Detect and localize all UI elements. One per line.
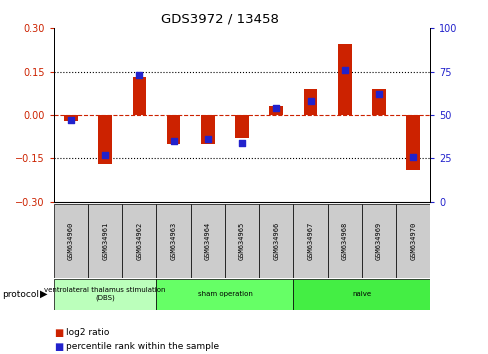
Point (408, 154, 416, 160)
Bar (361, 204, 395, 278)
Text: GSM634967: GSM634967 (307, 222, 313, 260)
Text: ventrolateral thalamus stimulation
(DBS): ventrolateral thalamus stimulation (DBS) (44, 287, 165, 301)
Text: GSM634968: GSM634968 (341, 222, 347, 260)
Text: percentile rank within the sample: percentile rank within the sample (66, 342, 219, 352)
Bar (64, 115, 78, 121)
Bar (406, 115, 419, 170)
Text: GSM634969: GSM634969 (375, 222, 381, 260)
Text: GSM634970: GSM634970 (409, 222, 415, 260)
Text: ■: ■ (54, 342, 63, 352)
Bar (327, 204, 361, 278)
Bar (98, 115, 112, 164)
Text: naive: naive (351, 291, 371, 297)
Text: GDS3972 / 13458: GDS3972 / 13458 (161, 12, 279, 25)
Bar (303, 89, 317, 115)
Text: GSM634960: GSM634960 (68, 222, 74, 260)
Text: ■: ■ (54, 328, 63, 338)
Point (67, 118, 75, 123)
Bar (395, 204, 429, 278)
Bar (156, 279, 293, 310)
Bar (156, 204, 190, 278)
Point (306, 98, 314, 104)
Point (238, 140, 245, 145)
Bar (166, 115, 180, 144)
Point (374, 91, 382, 97)
Bar (293, 279, 429, 310)
Bar (190, 204, 224, 278)
Text: ▶: ▶ (40, 289, 47, 299)
Text: GSM634965: GSM634965 (239, 222, 244, 260)
Text: GSM634962: GSM634962 (136, 222, 142, 260)
Bar (371, 89, 385, 115)
Point (340, 67, 348, 73)
Bar (259, 204, 293, 278)
Point (101, 152, 109, 158)
Point (169, 138, 177, 144)
Bar (235, 115, 248, 138)
Text: GSM634966: GSM634966 (273, 222, 279, 260)
Point (203, 137, 211, 142)
Text: GSM634963: GSM634963 (170, 222, 176, 260)
Text: log2 ratio: log2 ratio (66, 328, 109, 337)
Text: GSM634964: GSM634964 (204, 222, 210, 260)
Bar (122, 204, 156, 278)
Bar (269, 106, 283, 115)
Bar (54, 279, 156, 310)
Bar (132, 78, 146, 115)
Text: GSM634961: GSM634961 (102, 222, 108, 260)
Point (272, 105, 280, 111)
Text: sham operation: sham operation (197, 291, 252, 297)
Bar (224, 204, 259, 278)
Bar (337, 44, 351, 115)
Bar (88, 204, 122, 278)
Bar (201, 115, 214, 144)
Point (135, 72, 143, 78)
Text: protocol: protocol (2, 290, 40, 299)
Bar (293, 204, 327, 278)
Bar (54, 204, 88, 278)
